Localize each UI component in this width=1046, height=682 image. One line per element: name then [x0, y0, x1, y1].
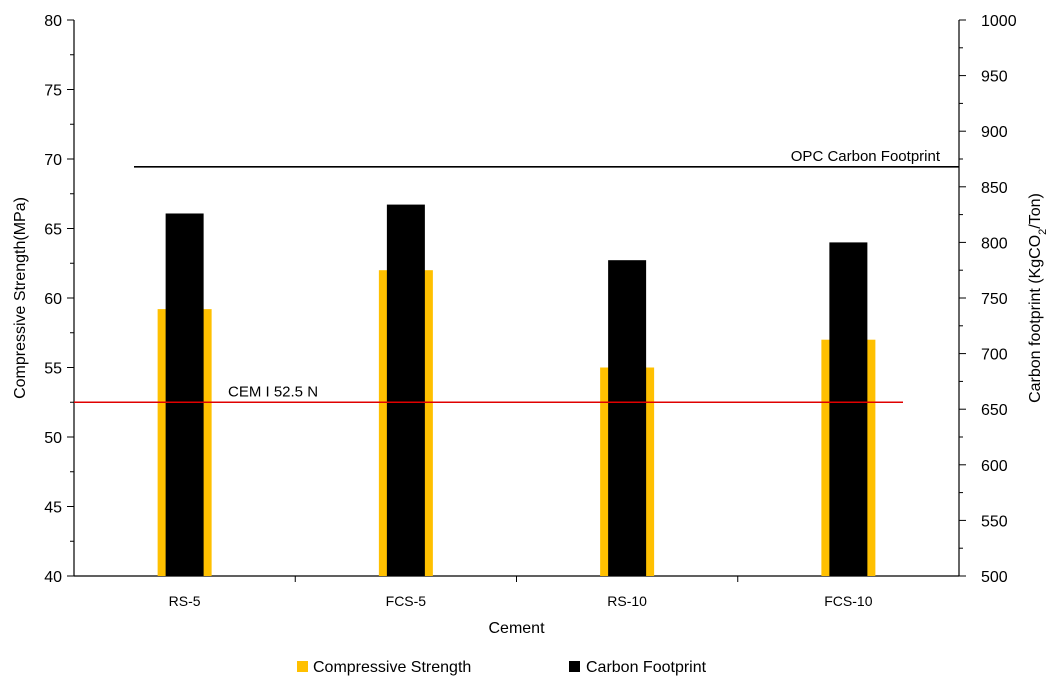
carbon-footprint-bar [165, 213, 204, 576]
right-tick-label: 850 [981, 180, 1008, 197]
cem-reference-label: CEM I 52.5 N [228, 383, 318, 400]
left-tick-label: 55 [44, 361, 62, 378]
left-tick-label: 50 [44, 430, 62, 447]
left-tick-label: 40 [44, 569, 62, 586]
right-tick-label: 500 [981, 569, 1008, 586]
right-tick-label: 800 [981, 235, 1008, 252]
right-tick-label: 650 [981, 402, 1008, 419]
legend-label-compressive-strength: Compressive Strength [313, 659, 471, 676]
bars [157, 204, 876, 577]
left-tick-label: 45 [44, 500, 62, 517]
right-tick-label: 550 [981, 513, 1008, 530]
carbon-footprint-bar [386, 204, 425, 577]
ticks: 40 45 50 55 60 65 70 75 80 500 550 600 650 700 750 800 8… [44, 13, 1016, 609]
legend-swatch-carbon-footprint [569, 661, 580, 672]
left-tick-label: 60 [44, 291, 62, 308]
carbon-footprint-bar [829, 242, 868, 576]
right-tick-label: 700 [981, 347, 1008, 364]
right-tick-label: 1000 [981, 13, 1017, 30]
right-axis-title-prefix: Carbon footprint (KgCO [1027, 235, 1044, 403]
x-tick-label: RS-10 [607, 593, 647, 609]
legend: Compressive Strength Carbon Footprint [297, 659, 707, 676]
legend-swatch-compressive-strength [297, 661, 308, 672]
x-tick-label: FCS-10 [824, 593, 872, 609]
reference-lines: CEM I 52.5 N OPC Carbon Footprint [74, 148, 959, 404]
left-axis-title: Compressive Strength(MPa) [12, 197, 29, 399]
right-tick-label: 900 [981, 124, 1008, 141]
left-tick-label: 80 [44, 13, 62, 30]
x-tick-label: RS-5 [169, 593, 201, 609]
right-axis-title-suffix: /Ton) [1027, 193, 1044, 229]
opc-reference-label: OPC Carbon Footprint [791, 148, 941, 165]
right-tick-label: 950 [981, 69, 1008, 86]
carbon-footprint-bar [608, 260, 647, 576]
right-tick-label: 750 [981, 291, 1008, 308]
left-tick-label: 65 [44, 222, 62, 239]
x-axis-title: Cement [488, 620, 545, 637]
left-tick-label: 75 [44, 83, 62, 100]
right-tick-label: 600 [981, 458, 1008, 475]
right-axis-title-subscript: 2 [1037, 229, 1046, 235]
left-tick-label: 70 [44, 152, 62, 169]
legend-label-carbon-footprint: Carbon Footprint [586, 659, 707, 676]
right-axis-title: Carbon footprint (KgCO2/Ton) [1027, 193, 1046, 403]
x-tick-label: FCS-5 [386, 593, 427, 609]
